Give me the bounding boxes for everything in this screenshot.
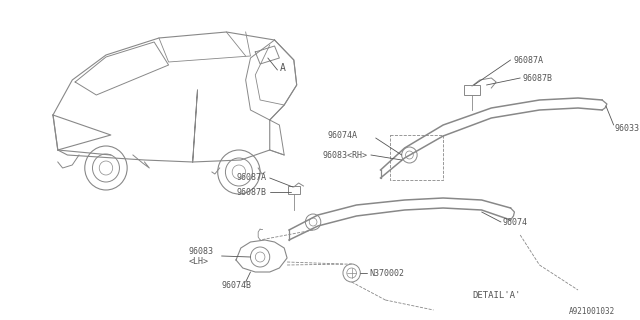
Text: N370002: N370002: [369, 268, 404, 277]
Text: <LH>: <LH>: [189, 258, 209, 267]
Text: A: A: [280, 63, 285, 73]
Text: A921001032: A921001032: [568, 308, 614, 316]
Text: 96083: 96083: [189, 246, 214, 255]
Text: 96074: 96074: [503, 218, 528, 227]
Text: 96033: 96033: [614, 124, 639, 132]
Text: 96087B: 96087B: [236, 188, 266, 196]
Text: 96087A: 96087A: [513, 55, 543, 65]
Text: 96074B: 96074B: [221, 281, 252, 290]
Bar: [465, 85, 480, 95]
Text: 96074A: 96074A: [328, 131, 358, 140]
Text: 96087A: 96087A: [236, 172, 266, 181]
Text: 96087B: 96087B: [522, 74, 552, 83]
Text: 96083<RH>: 96083<RH>: [323, 150, 368, 159]
Text: DETAIL'A': DETAIL'A': [472, 291, 520, 300]
Bar: [288, 186, 300, 194]
